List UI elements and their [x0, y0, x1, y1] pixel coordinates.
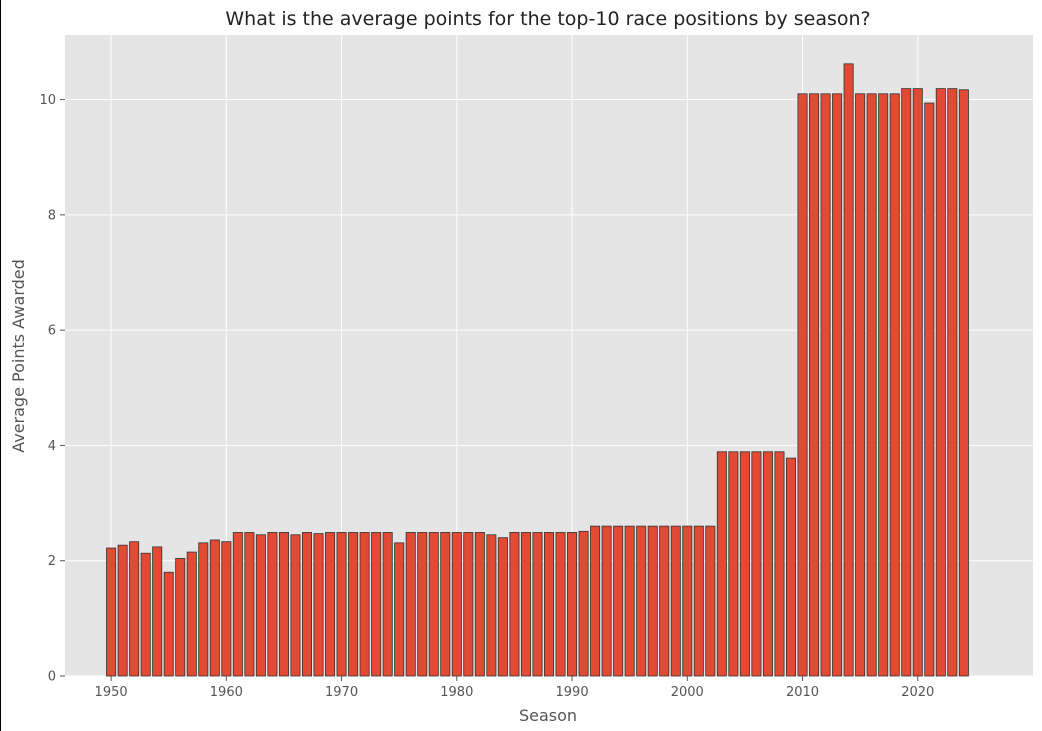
bar-2017: [878, 93, 889, 677]
bar-1995: [624, 525, 635, 677]
bar-1968: [313, 533, 324, 677]
bar-1960: [221, 541, 232, 677]
bar-2011: [809, 93, 820, 677]
bar-2010: [797, 93, 808, 677]
x-tick-label: 2020: [901, 685, 934, 700]
bar-1978: [428, 532, 439, 677]
bar-2021: [924, 102, 935, 677]
bar-2009: [785, 457, 797, 677]
bar-1953: [140, 552, 151, 677]
bar-2019: [901, 88, 912, 677]
bar-1958: [198, 542, 209, 677]
bar-2022: [935, 88, 946, 677]
bar-2018: [889, 93, 900, 677]
x-tick-label: 1980: [440, 685, 473, 700]
bar-1966: [290, 534, 301, 677]
window-left-border: [0, 0, 1, 731]
bar-2000: [682, 525, 693, 677]
bar-1977: [417, 532, 428, 677]
bar-1990: [567, 532, 578, 677]
bar-1998: [659, 525, 670, 677]
x-axis-label: Season: [519, 706, 577, 725]
bar-2014: [843, 63, 854, 677]
y-tick-label: 8: [48, 208, 56, 223]
x-tick-label: 1950: [95, 685, 128, 700]
bar-1961: [232, 532, 243, 677]
bar-2008: [774, 451, 785, 677]
bar-1980: [451, 532, 462, 677]
bar-1999: [670, 525, 681, 677]
x-axis-ticks: 1950 1960 1970 1980 1990 2000 2010 2020: [95, 676, 934, 700]
bar-1991: [578, 530, 589, 677]
bar-1971: [348, 532, 359, 677]
bar-1976: [405, 532, 416, 677]
bar-1964: [267, 532, 278, 677]
bar-1975: [394, 542, 405, 677]
bar-1987: [532, 532, 543, 677]
bar-2006: [751, 451, 762, 677]
bars: [106, 63, 969, 677]
bar-1970: [336, 532, 347, 677]
bar-1957: [186, 551, 197, 677]
bar-1955: [163, 571, 174, 677]
x-tick-label: 2010: [786, 685, 819, 700]
bar-1969: [325, 532, 336, 677]
x-tick-label: 1990: [556, 685, 589, 700]
bar-2007: [762, 451, 773, 677]
bar-1989: [555, 532, 566, 677]
bar-1996: [636, 525, 647, 677]
bar-2001: [693, 525, 704, 677]
bar-1997: [647, 525, 658, 677]
bar-1959: [209, 539, 220, 677]
bar-1994: [613, 525, 624, 677]
bar-1988: [543, 532, 555, 677]
bar-2002: [705, 525, 716, 677]
y-axis-ticks: 0 2 4 6 8 10: [39, 93, 65, 685]
bar-2005: [739, 451, 750, 677]
bar-1962: [244, 532, 255, 677]
bar-1967: [301, 532, 313, 677]
y-tick-label: 6: [48, 324, 56, 339]
bar-2004: [728, 451, 739, 677]
bar-1956: [175, 558, 186, 677]
bar-2024: [958, 89, 969, 677]
bar-2013: [832, 93, 843, 677]
bar-1983: [486, 534, 497, 677]
bar-1952: [129, 541, 140, 677]
bar-1974: [382, 532, 393, 677]
y-tick-label: 10: [39, 93, 56, 108]
bar-1982: [474, 532, 485, 677]
chart-title: What is the average points for the top-1…: [225, 8, 870, 30]
bar-1984: [497, 537, 508, 677]
bar-2020: [912, 88, 923, 677]
bar-1981: [463, 532, 474, 677]
y-tick-label: 4: [48, 439, 56, 454]
bar-1979: [440, 532, 451, 677]
bar-2012: [820, 93, 831, 677]
bar-1972: [359, 532, 370, 677]
bar-2016: [866, 93, 877, 677]
bar-2015: [855, 93, 866, 677]
bar-1954: [152, 546, 163, 677]
bar-1986: [520, 532, 531, 677]
bar-2003: [716, 451, 727, 677]
y-tick-label: 2: [48, 554, 56, 569]
bar-1963: [255, 534, 266, 677]
y-tick-label: 0: [48, 670, 56, 685]
bar-1965: [278, 532, 289, 677]
x-tick-label: 1970: [325, 685, 358, 700]
x-tick-label: 2000: [671, 685, 704, 700]
y-axis-label: Average Points Awarded: [9, 259, 28, 453]
bar-2023: [947, 88, 958, 677]
bar-1950: [106, 547, 117, 677]
x-tick-label: 1960: [210, 685, 243, 700]
bar-1993: [601, 525, 612, 677]
bar-1951: [117, 544, 128, 677]
bar-1985: [509, 532, 520, 677]
bar-1992: [590, 525, 601, 677]
bar-1973: [371, 532, 382, 677]
